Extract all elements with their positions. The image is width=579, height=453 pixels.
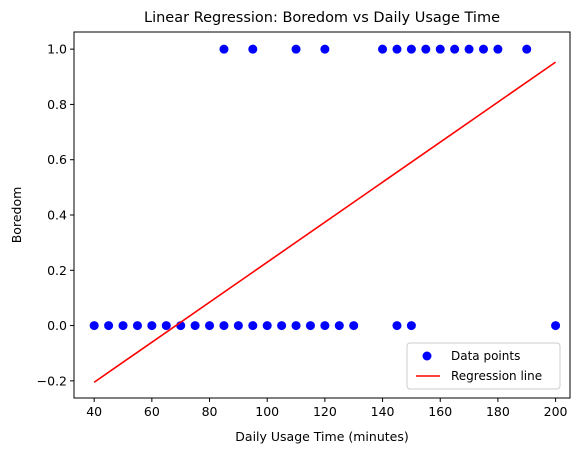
data-point [190, 321, 200, 331]
data-point [522, 44, 532, 54]
x-axis-label: Daily Usage Time (minutes) [235, 429, 408, 444]
data-point [493, 44, 503, 54]
x-tick-label: 80 [202, 404, 218, 419]
x-tick-label: 100 [255, 404, 279, 419]
x-tick-label: 160 [428, 404, 452, 419]
y-tick-label: 0.6 [47, 152, 67, 167]
chart-title: Linear Regression: Boredom vs Daily Usag… [144, 10, 500, 26]
data-point [205, 321, 215, 331]
y-tick-label: −0.2 [37, 373, 67, 388]
y-tick-label: 0.4 [47, 208, 67, 223]
data-point [291, 321, 301, 331]
data-point [132, 321, 142, 331]
x-tick-label: 40 [86, 404, 102, 419]
y-tick-label: 0.2 [47, 263, 67, 278]
x-tick-label: 140 [371, 404, 395, 419]
data-point [147, 321, 157, 331]
x-tick-label: 200 [544, 404, 568, 419]
data-point [334, 321, 344, 331]
data-point [219, 44, 229, 54]
regression-line [93, 61, 557, 383]
data-point [392, 321, 402, 331]
data-point [320, 321, 330, 331]
data-point [291, 44, 301, 54]
x-tick-label: 180 [486, 404, 510, 419]
data-point [421, 44, 431, 54]
data-point [248, 44, 258, 54]
y-tick-label: 0.0 [47, 318, 67, 333]
data-point [450, 44, 460, 54]
legend-box [406, 342, 561, 390]
plot-area [89, 44, 561, 383]
y-tick-label: 0.8 [47, 97, 67, 112]
data-point [262, 321, 272, 331]
data-point [392, 44, 402, 54]
data-point [305, 321, 315, 331]
y-axis: −0.2 0.0 0.2 0.4 0.6 0.8 1.0 [37, 42, 74, 388]
data-point [478, 44, 488, 54]
legend: Data points Regression line [406, 342, 561, 390]
data-point [118, 321, 128, 331]
data-point [349, 321, 359, 331]
data-point [89, 321, 99, 331]
data-point [378, 44, 388, 54]
data-point [248, 321, 258, 331]
x-tick-label: 60 [144, 404, 160, 419]
data-point [435, 44, 445, 54]
legend-label-regression-line: Regression line [451, 369, 542, 383]
data-point [219, 321, 229, 331]
data-point [233, 321, 243, 331]
data-point [277, 321, 287, 331]
y-tick-label: 1.0 [47, 42, 67, 57]
legend-label-data-points: Data points [451, 349, 520, 363]
data-point [320, 44, 330, 54]
legend-scatter-marker [422, 351, 432, 361]
data-point [104, 321, 114, 331]
data-point [464, 44, 474, 54]
y-axis-label: Boredom [9, 187, 24, 244]
data-point [406, 321, 416, 331]
x-tick-label: 120 [313, 404, 337, 419]
data-point [161, 321, 171, 331]
data-point [551, 321, 561, 331]
x-axis: 40 60 80 100 120 140 160 180 200 [86, 398, 568, 419]
data-point [406, 44, 416, 54]
